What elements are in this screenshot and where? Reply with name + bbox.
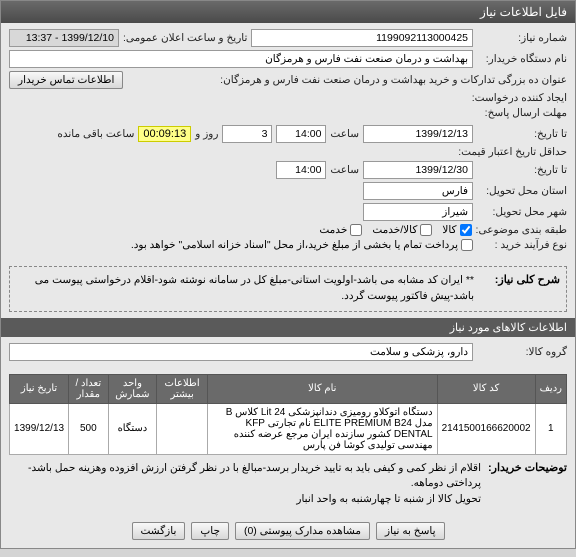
budget-checkbox-group: کالا کالا/خدمت خدمت: [319, 224, 471, 236]
budget-class-label: طبقه بندی موضوعی:: [476, 224, 567, 236]
days-remaining: 3: [222, 125, 272, 143]
general-desc-box: شرح کلی نیاز: ** ایران کد مشابه می باشد-…: [9, 266, 567, 312]
cell-unit: دستگاه: [108, 403, 157, 454]
need-no-label: شماره نیاز:: [477, 32, 567, 44]
validity-label: حداقل تاریخ اعتبار قیمت:: [458, 146, 567, 158]
buyer-note-text: اقلام از نظر کمی و کیفی باید به تایید خر…: [9, 461, 481, 508]
th-qty: تعداد / مقدار: [69, 374, 108, 403]
cell-date: 1399/12/13: [10, 403, 69, 454]
cb-goods-service-input[interactable]: [420, 224, 432, 236]
need-info-window: فایل اطلاعات نیاز شماره نیاز: 1199092113…: [0, 0, 576, 549]
table-header-row: ردیف کد کالا نام کالا اطلاعات بیشتر واحد…: [10, 374, 567, 403]
view-docs-button[interactable]: مشاهده مدارک پیوستی (0): [235, 522, 370, 540]
validity-time: 14:00: [276, 161, 326, 179]
items-header: اطلاعات کالاهای مورد نیاز: [1, 318, 575, 337]
cb-goods-input[interactable]: [460, 224, 472, 236]
top-section: شماره نیاز: 1199092113000425 تاریخ و ساع…: [1, 23, 575, 260]
time-label-1: ساعت: [330, 128, 359, 140]
buyer-note-box: توضیحات خریدار: اقلام از نظر کمی و کیفی …: [9, 461, 567, 508]
general-desc-label: شرح کلی نیاز:: [480, 273, 560, 305]
cb-treasury-input[interactable]: [461, 239, 473, 251]
cb-goods-service[interactable]: کالا/خدمت: [372, 224, 432, 236]
validity-date: 1399/12/30: [363, 161, 473, 179]
delivery-city: شیراز: [363, 203, 473, 221]
need-no-value: 1199092113000425: [251, 29, 473, 47]
buyer-label: نام دستگاه خریدار:: [477, 53, 567, 65]
cb-service-input[interactable]: [350, 224, 362, 236]
remain-label: ساعت باقی مانده: [57, 128, 134, 140]
time-label-2: ساعت: [330, 164, 359, 176]
buyer-value: بهداشت و درمان صنعت نفت فارس و هرمزگان: [9, 50, 473, 68]
group-value: دارو، پزشکی و سلامت: [9, 343, 473, 361]
creator-label: ایجاد کننده درخواست:: [472, 92, 567, 104]
general-desc-text: ** ایران کد مشابه می باشد-اولویت استانی-…: [16, 273, 474, 305]
th-code: کد کالا: [437, 374, 535, 403]
to-date-label: تا تاریخ:: [477, 128, 567, 140]
window-title: فایل اطلاعات نیاز: [1, 1, 575, 23]
days-label: روز و: [195, 128, 218, 140]
delivery-city-label: شهر محل تحویل:: [477, 206, 567, 218]
announce-value: 1399/12/10 - 13:37: [9, 29, 119, 47]
delivery-state: فارس: [363, 182, 473, 200]
table-row[interactable]: 1 2141500166620002 دستگاه اتوکلاو رومیزی…: [10, 403, 567, 454]
answer-button[interactable]: پاسخ به نیاز: [376, 522, 444, 540]
to-date-label-2: تا تاریخ:: [477, 164, 567, 176]
th-more: اطلاعات بیشتر: [157, 374, 208, 403]
cell-more[interactable]: [157, 403, 208, 454]
cb-treasury[interactable]: پرداخت تمام یا بخشی از مبلغ خرید،از محل …: [131, 239, 473, 251]
deadline-time: 14:00: [276, 125, 326, 143]
group-label: گروه کالا:: [477, 346, 567, 358]
cell-qty: 500: [69, 403, 108, 454]
cell-name: دستگاه اتوکلاو رومیزی دندانپزشکی 24 Lit …: [207, 403, 437, 454]
delivery-state-label: استان محل تحویل:: [477, 185, 567, 197]
th-date: تاریخ نیاز: [10, 374, 69, 403]
th-row: ردیف: [535, 374, 566, 403]
cell-n: 1: [535, 403, 566, 454]
footer-buttons: پاسخ به نیاز مشاهده مدارک پیوستی (0) چاپ…: [1, 514, 575, 548]
items-table: ردیف کد کالا نام کالا اطلاعات بیشتر واحد…: [9, 374, 567, 455]
contact-buyer-button[interactable]: اطلاعات تماس خریدار: [9, 71, 123, 89]
th-unit: واحد شمارش: [108, 374, 157, 403]
print-button[interactable]: چاپ: [191, 522, 229, 540]
deadline-send-label: مهلت ارسال پاسخ:: [477, 107, 567, 119]
cb-service[interactable]: خدمت: [319, 224, 362, 236]
process-type-label: نوع فرآیند خرید :: [477, 239, 567, 251]
countdown-timer: 00:09:13: [138, 126, 191, 142]
cell-code: 2141500166620002: [437, 403, 535, 454]
deadline-date: 1399/12/13: [363, 125, 473, 143]
cb-goods[interactable]: کالا: [442, 224, 471, 236]
back-button[interactable]: بازگشت: [132, 522, 186, 540]
announce-label: تاریخ و ساعت اعلان عمومی:: [123, 32, 247, 44]
buyer-note-label: توضیحات خریدار:: [487, 461, 567, 508]
proc-title-label: عنوان ده بزرگی تدارکات و خرید بهداشت و د…: [127, 74, 567, 86]
th-name: نام کالا: [207, 374, 437, 403]
